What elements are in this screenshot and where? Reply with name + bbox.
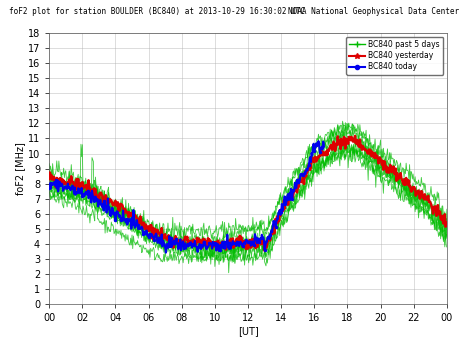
Legend: BC840 past 5 days, BC840 yesterday, BC840 today: BC840 past 5 days, BC840 yesterday, BC84… [346, 37, 443, 74]
Text: NOAA National Geophysical Data Center: NOAA National Geophysical Data Center [287, 7, 459, 16]
Y-axis label: foF2 [MHz]: foF2 [MHz] [15, 142, 25, 195]
Text: foF2 plot for station BOULDER (BC840) at 2013-10-29 16:30:02 UTC: foF2 plot for station BOULDER (BC840) at… [9, 7, 305, 16]
X-axis label: [UT]: [UT] [238, 326, 258, 336]
